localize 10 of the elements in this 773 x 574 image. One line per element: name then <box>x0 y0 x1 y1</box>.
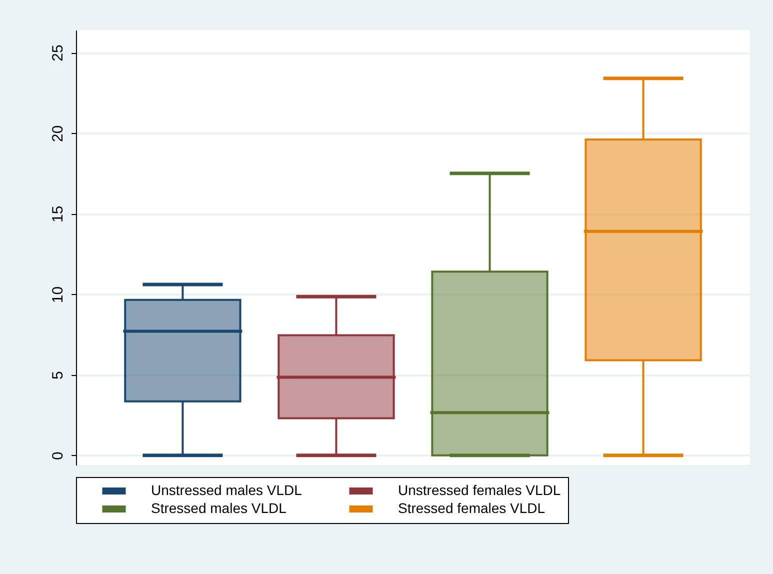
y-tick-label: 25 <box>50 44 66 62</box>
y-tick-label: 0 <box>50 452 66 460</box>
y-tick-label: 10 <box>50 286 66 304</box>
legend-label: Stressed females VLDL <box>398 500 546 516</box>
y-tick-label: 20 <box>50 125 66 142</box>
y-tick-label: 15 <box>50 206 66 223</box>
legend-label: Unstressed females VLDL <box>398 482 561 498</box>
legend-label: Stressed males VLDL <box>151 500 287 516</box>
legend-label: Unstressed males VLDL <box>151 482 302 498</box>
y-tick-label: 5 <box>50 371 66 380</box>
